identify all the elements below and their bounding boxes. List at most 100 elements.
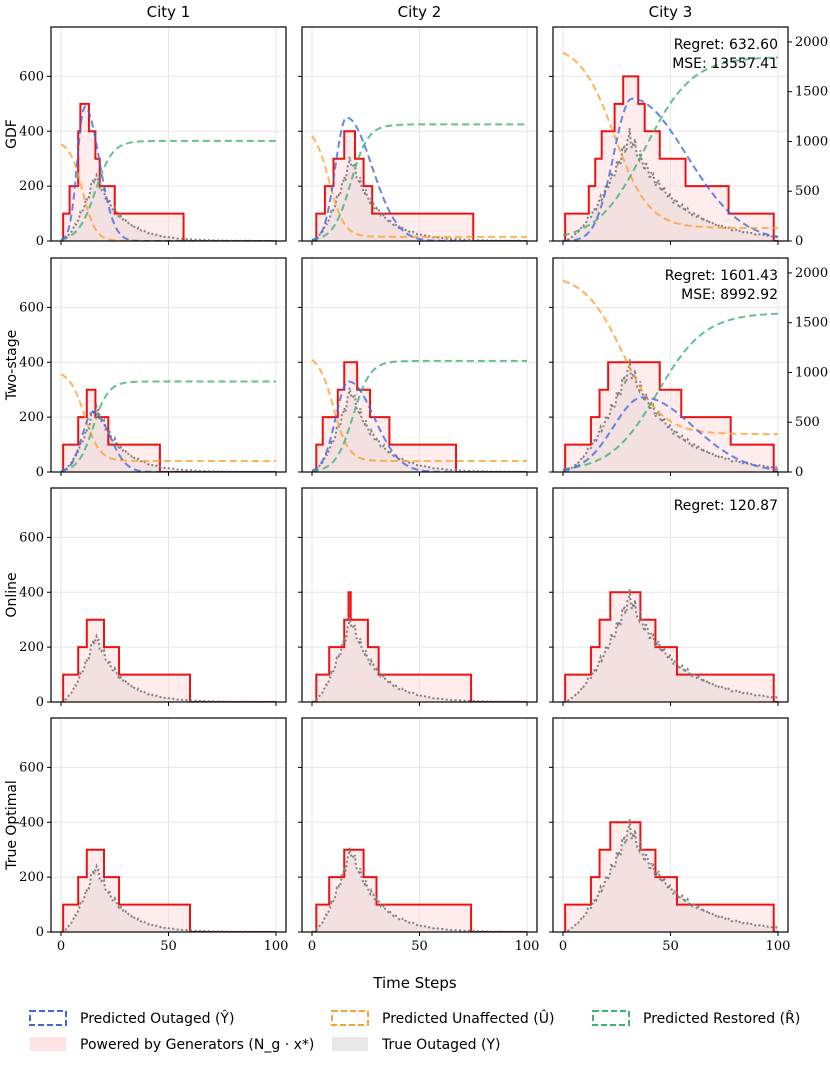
powered-step-line (312, 591, 527, 702)
x-axis-label: Time Steps (372, 974, 457, 992)
y-tick-label: 600 (19, 69, 44, 84)
legend-label: Predicted Restored (R̂) (643, 1010, 800, 1027)
panel-online-city-2 (298, 487, 538, 706)
powered-area (61, 389, 160, 472)
metric-annotation: Regret: 1601.43 (665, 268, 778, 284)
panel-online-city-3: Regret: 120.87 (549, 487, 789, 706)
true-outaged-area (312, 156, 527, 241)
powered-area (563, 362, 774, 472)
panel-two-stage-city-2 (298, 257, 538, 476)
legend-item-true-outaged: True Outaged (Y) (332, 1037, 500, 1053)
x-tick-label: 0 (308, 939, 316, 954)
predicted-outaged-line (60, 105, 276, 241)
panel-online-city-1: 0 200 400 600 (19, 487, 287, 710)
legend-label: Powered by Generators (N_g · x*) (80, 1037, 314, 1053)
y-right-tick-label: 0 (795, 465, 803, 480)
row-label-online: Online (4, 572, 20, 617)
panel-true-optimal-city-3: 0 50 100 (549, 717, 791, 954)
true-outaged-area (563, 359, 778, 472)
panel-two-stage-city-3: 0 500 1000 1500 2000 Regret: 1601.43 MSE: 8992… (549, 257, 828, 480)
y-tick-label: 400 (19, 355, 44, 370)
metric-annotation: Regret: 120.87 (674, 498, 778, 514)
predicted-unaffected-line (311, 135, 527, 238)
legend-swatch (332, 1037, 368, 1051)
panel-gdf-city-2 (298, 26, 538, 245)
y-right-tick-label: 2000 (795, 266, 828, 281)
predicted-unaffected-line (60, 373, 276, 462)
predicted-unaffected-line (562, 51, 778, 229)
powered-area (61, 619, 190, 702)
powered-step-line (312, 130, 527, 241)
x-tick-label: 50 (160, 939, 177, 954)
powered-step-line (563, 75, 778, 241)
metric-annotation: MSE: 8992.92 (681, 287, 778, 303)
y-tick-label: 200 (19, 410, 44, 425)
y-right-tick-label: 1500 (795, 85, 828, 100)
y-right-tick-label: 500 (795, 184, 820, 199)
predicted-unaffected-line (311, 359, 527, 462)
metric-annotation: MSE: 13557.41 (672, 56, 778, 72)
y-right-tick-label: 500 (795, 415, 820, 430)
row-label-two-stage: Two-stage (4, 330, 20, 401)
y-right-tick-label: 1500 (795, 316, 828, 331)
true-outaged-area (61, 406, 276, 472)
y-tick-label: 200 (19, 179, 44, 194)
true-outaged-area (312, 617, 527, 702)
true-outaged-line (562, 359, 779, 472)
predicted-restored-line (311, 359, 527, 472)
predicted-restored-line (562, 312, 779, 471)
y-tick-label: 0 (36, 465, 44, 480)
legend-swatch (30, 1037, 66, 1051)
legend-label: Predicted Unaffected (Û) (382, 1009, 554, 1027)
predicted-outaged-line (311, 116, 527, 241)
powered-step-line (61, 618, 276, 702)
x-tick-label: 0 (57, 939, 65, 954)
panel-two-stage-city-1: 0 200 400 600 (19, 257, 287, 480)
legend-label: True Outaged (Y) (381, 1037, 500, 1053)
predicted-outaged-line (562, 97, 779, 241)
y-right-tick-label: 1000 (795, 365, 828, 380)
powered-step-line (312, 361, 527, 472)
powered-step-line (61, 848, 276, 932)
y-tick-label: 0 (36, 925, 44, 940)
legend-item-predicted-restored: Predicted Restored (R̂) (592, 1010, 800, 1027)
y-tick-label: 200 (19, 870, 44, 885)
y-tick-label: 200 (19, 640, 44, 655)
predicted-restored-line (311, 123, 527, 241)
true-outaged-area (563, 128, 778, 241)
powered-step-line (312, 848, 527, 932)
powered-area (61, 849, 190, 932)
true-outaged-area (563, 589, 778, 702)
panel-true-optimal-city-1: 0 200 400 600 0 50 100 (19, 717, 289, 954)
column-title-city-3: City 3 (649, 3, 693, 21)
predicted-restored-line (60, 139, 276, 241)
legend-swatch (29, 1010, 67, 1026)
x-tick-label: 0 (559, 939, 567, 954)
y-tick-label: 600 (19, 300, 44, 315)
legend-label: Predicted Outaged (Ŷ) (80, 1009, 234, 1027)
x-tick-label: 50 (411, 939, 428, 954)
true-outaged-line (562, 128, 779, 241)
column-title-city-2: City 2 (398, 3, 442, 21)
panel-true-optimal-city-2: 0 50 100 (298, 717, 540, 954)
y-right-tick-label: 2000 (795, 35, 828, 50)
predicted-restored-line (60, 380, 276, 472)
true-outaged-area (61, 866, 276, 932)
y-tick-label: 400 (19, 815, 44, 830)
legend-swatch (592, 1010, 630, 1026)
column-title-city-1: City 1 (147, 3, 191, 21)
legend-swatch (331, 1010, 369, 1026)
x-tick-label: 100 (766, 939, 791, 954)
true-outaged-line (562, 819, 779, 932)
y-tick-label: 0 (36, 234, 44, 249)
powered-area (61, 103, 184, 241)
x-tick-label: 100 (515, 939, 540, 954)
metric-annotation: Regret: 632.60 (674, 37, 778, 53)
powered-area (312, 849, 472, 932)
x-tick-label: 100 (264, 939, 289, 954)
x-tick-label: 50 (662, 939, 679, 954)
y-tick-label: 0 (36, 695, 44, 710)
y-right-tick-label: 1000 (795, 134, 828, 149)
true-outaged-area (312, 387, 527, 472)
